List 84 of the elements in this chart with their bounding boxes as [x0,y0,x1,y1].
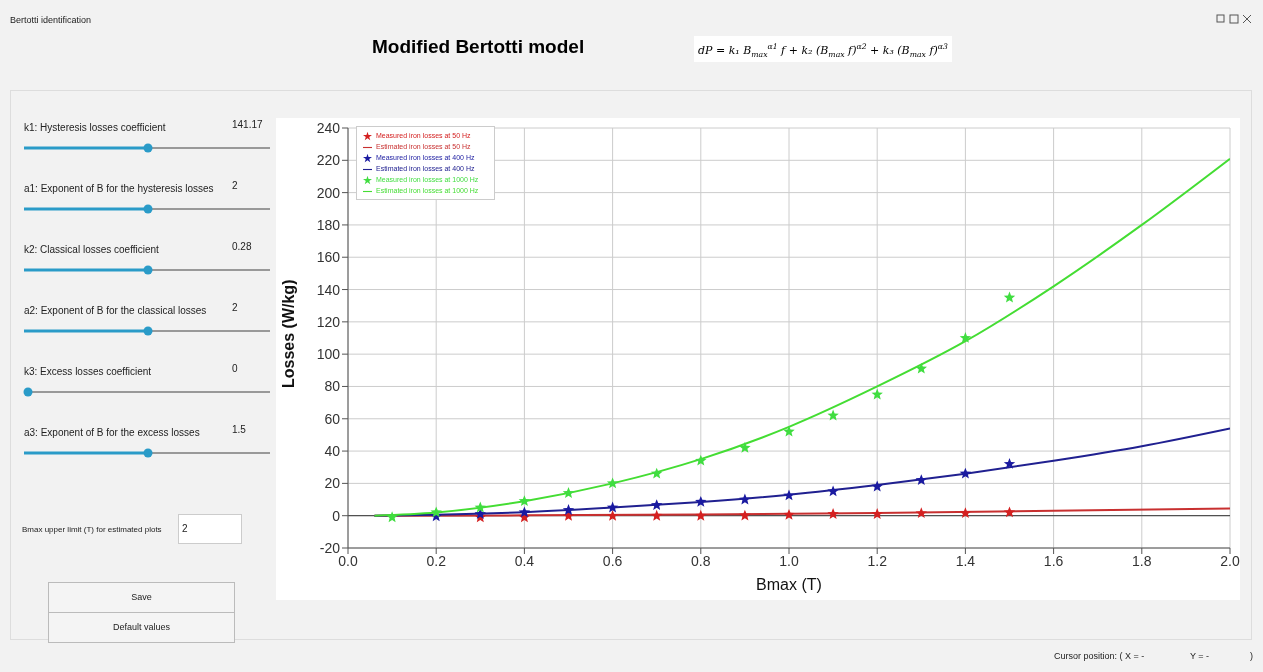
x-tick-label: 1.8 [1132,552,1152,569]
point [871,508,883,519]
point [739,509,751,521]
point [915,474,928,486]
y-tick-label: 140 [316,281,341,298]
point [518,506,531,518]
y-tick-label: 0 [332,507,341,524]
text: dP = k₁ B$_{max}$$^{α1}$ f + k₂ (B$_{max}$ f)$^{α2}$ + k₃ (B$_{max}$ f)$^{α3}$ [698,42,948,59]
point [695,495,707,507]
y-tick-label: 100 [316,346,341,363]
point [606,501,619,513]
point [783,489,795,501]
point [915,362,928,374]
x-tick-label: 0.6 [602,552,623,569]
point [650,509,663,521]
y-tick-label: 240 [316,119,341,136]
point [783,508,795,520]
point [871,480,883,492]
point [827,409,839,421]
text: 2 [232,302,238,313]
point [650,499,663,511]
y-tick-label: 120 [316,313,341,330]
y-tick-label: 20 [324,475,341,492]
text: k2: Classical losses coefficient [24,244,159,255]
y-tick-label: 160 [316,249,341,266]
point [606,510,619,521]
text: 141.17 [232,119,263,130]
text: k1: Hysteresis losses coefficient [24,122,166,133]
y-tick-label: 80 [324,378,341,395]
point [386,511,398,523]
y-tick-label: 220 [316,152,341,169]
point [650,467,663,479]
button: Save [48,582,235,613]
y-axis-title: Losses (W/kg) [279,279,297,388]
x-tick-label: 1.2 [867,552,888,569]
y-tick-label: 40 [324,443,341,460]
text: Y = - [1190,651,1210,661]
button: Default values [48,612,235,643]
point [915,507,928,519]
point [1003,458,1016,469]
y-tick-label: 180 [316,216,341,233]
point [474,501,487,513]
x-tick-label: 0.0 [338,552,358,569]
text: a3: Exponent of B for the excess losses [24,427,200,438]
point [739,441,751,453]
x-tick-label: 0.4 [514,552,535,569]
x-tick-label: 2.0 [1220,552,1240,569]
point [827,508,839,519]
point [695,509,707,521]
text-field: 2 [178,514,242,544]
text: a2: Exponent of B for the classical losses [24,305,207,316]
point [959,507,972,519]
x-tick-label: 1.0 [779,552,799,569]
point [959,332,972,343]
x-tick-label: 0.2 [426,552,447,569]
text: k3: Excess losses coefficient [24,366,152,377]
point [739,493,751,505]
text: a1: Exponent of B for the hysteresis losses [24,183,214,194]
point [695,454,707,466]
text: Cursor position: ( X = - [1054,651,1145,661]
text: Bmax upper limit (T) for estimated plots [22,525,162,534]
text: 0 [232,363,238,374]
point [871,388,883,400]
text: 2 [232,180,238,191]
x-tick-label: 1.6 [1043,552,1064,569]
point [562,487,575,498]
text: ) [1250,651,1253,661]
text: 0.28 [232,241,252,252]
y-tick-label: -20 [319,539,341,556]
point [562,504,575,515]
text: 1.5 [232,424,246,435]
point [783,425,795,437]
point [606,477,619,489]
text: Bertotti identification [10,15,92,25]
point [1003,506,1016,518]
y-tick-label: 200 [316,184,341,201]
point [518,495,531,507]
point [827,485,839,497]
x-tick-label: 1.4 [955,552,976,569]
chart-title: Modified Bertotti model [372,36,585,58]
y-tick-label: 60 [324,410,341,427]
x-axis-title: Bmax (T) [756,576,822,593]
x-tick-label: 0.8 [691,552,711,569]
point [430,506,442,518]
